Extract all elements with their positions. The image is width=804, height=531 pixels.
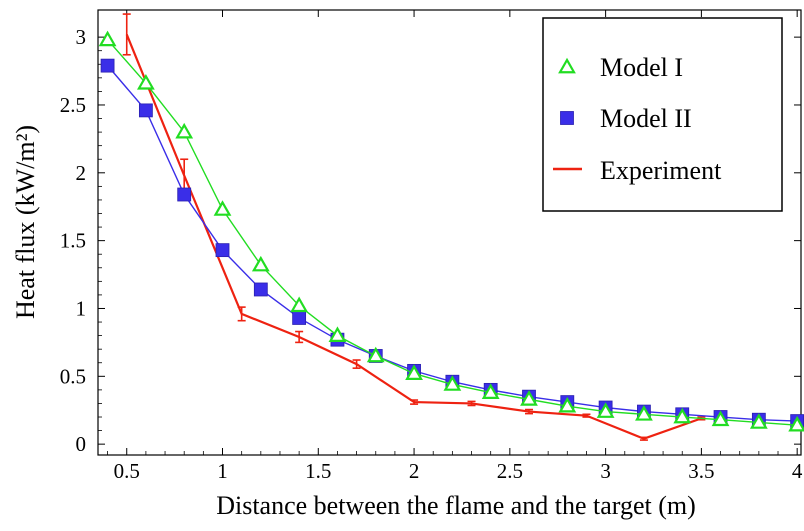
data-point-model-i <box>366 346 385 363</box>
data-point-model-ii <box>100 58 115 73</box>
data-point-model-i <box>673 407 692 424</box>
series-model-i <box>98 30 804 432</box>
data-point-model-i <box>290 296 309 313</box>
x-tick-label: 1.5 <box>305 459 331 483</box>
data-point-model-i <box>596 402 615 418</box>
x-tick-label: 0.5 <box>114 459 140 483</box>
data-point-model-i <box>711 410 730 427</box>
legend-marker-model-i <box>558 57 576 74</box>
data-point-model-i <box>328 326 347 342</box>
data-point-model-i <box>788 415 804 432</box>
data-point-model-ii <box>292 311 307 325</box>
plot-frame <box>97 9 802 456</box>
x-tick-label: 4 <box>792 459 803 483</box>
y-tick-label: 0.5 <box>60 364 86 388</box>
data-point-model-ii <box>253 282 268 297</box>
plot-border <box>97 9 802 456</box>
legend-label-experiment: Experiment <box>600 156 722 185</box>
data-point-model-i <box>175 122 194 139</box>
y-tick-label: 2 <box>76 161 87 185</box>
data-point-model-ii <box>177 187 192 202</box>
data-point-model-i <box>443 375 462 391</box>
data-point-model-i <box>749 413 768 429</box>
y-axis-ticks: 0 0.5 1 1.5 2 2.5 3 <box>60 25 801 456</box>
data-point-model-i <box>558 396 577 413</box>
x-tick-label: 2 <box>409 459 420 483</box>
data-point-model-i <box>136 74 155 90</box>
legend-square-icon <box>560 111 574 125</box>
data-point-model-i <box>251 255 270 272</box>
legend-triangle-icon <box>558 57 576 74</box>
x-axis-title: Distance between the flame and the targe… <box>216 491 696 520</box>
data-point-model-ii <box>215 243 230 258</box>
data-point-model-i <box>520 390 538 406</box>
legend-label-model-ii: Model II <box>600 104 692 133</box>
y-tick-label: 1 <box>76 296 87 320</box>
legend: Model I Model II Experiment <box>542 17 783 212</box>
data-point-model-i <box>481 383 500 399</box>
data-point-model-i <box>405 364 423 380</box>
series-experiment <box>122 13 706 441</box>
x-axis-ticks: 0.5 1 1.5 2 2.5 3 3.5 4 <box>107 10 803 483</box>
data-point-model-i <box>98 30 117 47</box>
data-point-model-ii <box>138 103 153 118</box>
x-tick-label: 2.5 <box>497 459 523 483</box>
legend-label-model-i: Model I <box>600 53 683 82</box>
legend-marker-model-ii <box>560 111 574 125</box>
legend-box <box>542 17 783 212</box>
data-point-model-i <box>213 200 232 216</box>
x-tick-label: 3.5 <box>688 459 714 483</box>
y-axis-title: Heat flux (kW/m²) <box>11 125 40 319</box>
series-layer <box>98 13 804 441</box>
y-tick-label: 2.5 <box>60 93 86 117</box>
data-point-model-i <box>635 405 653 421</box>
x-tick-label: 1 <box>217 459 228 483</box>
y-tick-label: 0 <box>76 432 87 456</box>
y-tick-label: 3 <box>76 25 87 49</box>
x-tick-label: 3 <box>600 459 611 483</box>
y-tick-label: 1.5 <box>60 229 86 253</box>
